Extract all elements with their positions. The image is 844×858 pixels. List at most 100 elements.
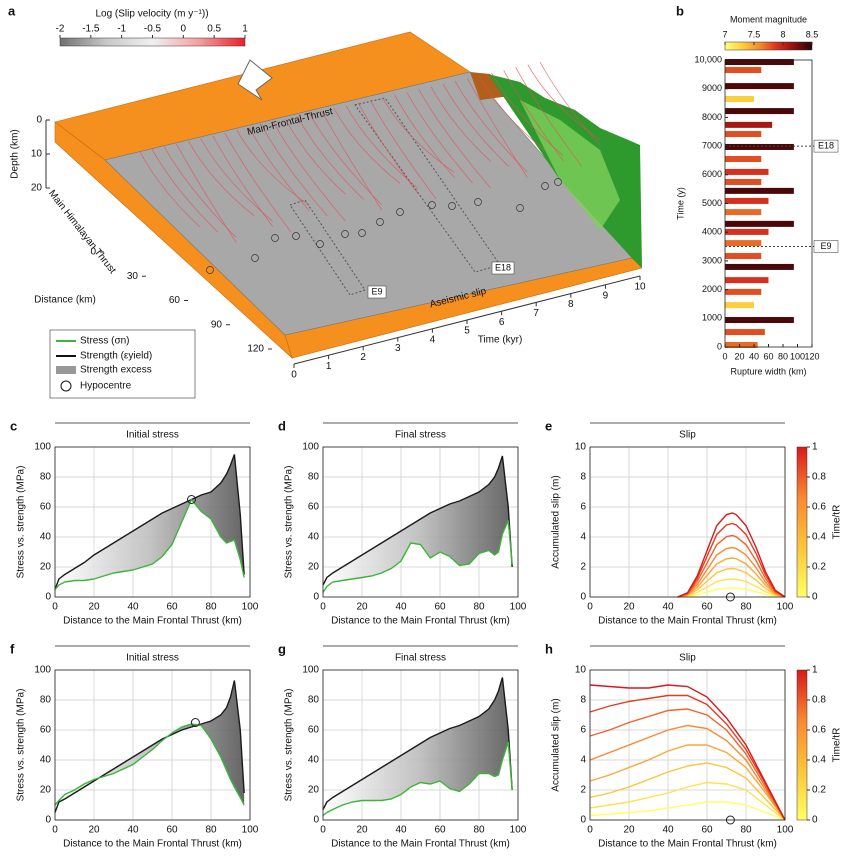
- x-tick-label: 120: [804, 351, 819, 361]
- rupture-trace: [224, 132, 292, 233]
- x-tick-label: 60: [166, 602, 178, 613]
- mht-label: Main Himalayan Thrust: [46, 188, 118, 276]
- y-tick-label: 0: [313, 592, 319, 603]
- event-box: [813, 139, 839, 153]
- y-tick-label: 60: [40, 725, 52, 736]
- y-tick-label: 20: [40, 785, 52, 796]
- colorbar-tick-label: 1: [812, 665, 818, 676]
- y-tick-label: 5000: [702, 198, 722, 208]
- bar: [725, 131, 762, 138]
- y-tick-label: 80: [308, 695, 320, 706]
- rupture-trace: [357, 102, 419, 195]
- x-tick-label: 100: [242, 602, 259, 613]
- x-tick-label: 40: [662, 602, 674, 613]
- y-tick-label: 2000: [702, 284, 722, 294]
- bar: [725, 108, 794, 115]
- colorbar-tick-label: 0.8: [812, 695, 826, 706]
- colorbar: [796, 669, 808, 821]
- panel-label: e: [545, 418, 552, 433]
- y-tick-label: 4: [580, 755, 586, 766]
- y-tick-label: 100: [34, 665, 51, 676]
- strength-excess-fill: [323, 456, 513, 593]
- bar: [725, 228, 769, 235]
- panel-title: Initial stress: [126, 653, 179, 664]
- x-tick-label: 0: [320, 825, 326, 836]
- series-line: [677, 512, 786, 598]
- y-tick-label: 0: [717, 341, 722, 351]
- depth-axis-title: Depth (km): [10, 129, 21, 178]
- y-tick-label: 3000: [702, 255, 722, 265]
- rupture-hypocentre: [271, 234, 279, 242]
- colorbar-tick-label: 7: [722, 29, 727, 39]
- rupture-hypocentre: [554, 178, 562, 186]
- panel-title: Final stress: [395, 653, 446, 664]
- distance-tick-label: 90: [211, 319, 223, 330]
- rupture-hypocentre: [206, 266, 214, 274]
- topography-brown: [470, 72, 510, 100]
- y-axis-title: Stress vs. strength (MPa): [16, 689, 27, 802]
- y-tick-label: 20: [308, 785, 320, 796]
- legend-label: Stress (σn): [80, 336, 130, 347]
- y-tick-label: 4000: [702, 227, 722, 237]
- y-tick-label: 10: [575, 442, 587, 453]
- colorbar-tick-label: 0.2: [812, 785, 826, 796]
- y-axis-title: Stress vs. strength (MPa): [284, 466, 295, 579]
- y-tick-label: 0: [45, 815, 51, 826]
- bar: [725, 178, 762, 185]
- rupture-trace: [479, 75, 546, 151]
- slip-direction-arrow: [237, 59, 273, 101]
- rupture-trace: [515, 67, 583, 167]
- legend-excess-swatch: [56, 366, 76, 374]
- time-tick-label: 8: [568, 299, 574, 310]
- y-tick-label: 60: [40, 502, 52, 513]
- event-label: E18: [818, 140, 834, 150]
- plot-frame: [322, 446, 519, 598]
- x-tick-label: 0: [52, 825, 58, 836]
- strength-excess-fill: [323, 677, 513, 816]
- y-tick-label: 6: [580, 725, 586, 736]
- bar: [725, 329, 765, 336]
- series-line: [589, 744, 786, 821]
- rupture-hypocentre: [376, 218, 384, 226]
- x-tick-label: 100: [777, 602, 794, 613]
- time-tick-label: 4: [430, 334, 436, 345]
- series-line: [589, 724, 786, 821]
- x-axis-title: Distance to the Main Frontal Thrust (km): [598, 839, 777, 850]
- bar: [725, 143, 794, 150]
- series-line: [677, 534, 786, 598]
- x-tick-label: 0: [722, 351, 727, 361]
- rupture-trace: [333, 108, 401, 184]
- y-tick-label: 9000: [702, 83, 722, 93]
- series-line: [677, 587, 786, 598]
- rupture-trace: [442, 83, 510, 168]
- colorbar-tick-label: 0.2: [812, 562, 826, 573]
- x-axis-title: Distance to the Main Frontal Thrust (km): [63, 839, 242, 850]
- x-tick-label: 60: [166, 825, 178, 836]
- topography-light: [520, 100, 620, 230]
- x-tick-label: 0: [587, 825, 593, 836]
- panel-title: Final stress: [395, 430, 446, 441]
- y-tick-label: 60: [308, 725, 320, 736]
- x-tick-label: 20: [623, 602, 635, 613]
- plot-frame: [589, 446, 786, 598]
- series-line: [589, 781, 786, 821]
- y-tick-label: 8: [580, 472, 586, 483]
- series-line: [589, 684, 786, 821]
- y-tick-label: 0: [580, 592, 586, 603]
- x-tick-label: 60: [701, 602, 713, 613]
- panel-title: Initial stress: [126, 430, 179, 441]
- distance-tick-label: 120: [247, 344, 264, 355]
- y-tick-label: 1000: [702, 313, 722, 323]
- y-axis-title: Accumulated slip (m): [551, 475, 562, 568]
- x-tick-label: 100: [510, 825, 527, 836]
- series-line: [322, 455, 513, 586]
- x-tick-label: 20: [623, 825, 635, 836]
- x-tick-label: 80: [473, 825, 485, 836]
- rupture-hypocentre: [292, 232, 300, 240]
- series-line: [677, 546, 786, 598]
- e18-label: E18: [495, 262, 511, 272]
- y-tick-label: 100: [34, 442, 51, 453]
- rupture-hypocentre: [396, 208, 404, 216]
- x-tick-label: 0: [320, 602, 326, 613]
